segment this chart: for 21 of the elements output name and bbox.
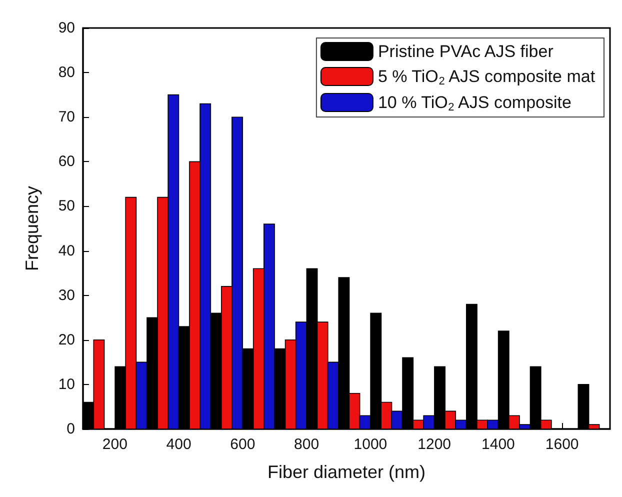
y-tick-label: 60 (58, 153, 75, 170)
x-tick-label: 600 (230, 436, 256, 453)
legend-label: Pristine PVAc AJS fiber (378, 42, 554, 61)
x-tick-label: 1000 (354, 436, 388, 453)
x-axis-title: Fiber diameter (nm) (267, 462, 426, 482)
y-tick-label: 50 (58, 198, 75, 215)
x-tick-label: 1200 (418, 436, 452, 453)
x-tick-label: 1400 (482, 436, 515, 453)
y-tick-label: 10 (58, 376, 75, 393)
y-tick-label: 30 (58, 286, 75, 304)
x-tick-label: 200 (102, 436, 128, 453)
y-tick-label: 0 (66, 420, 75, 438)
y-tick-label: 90 (58, 20, 75, 36)
y-tick-label: 40 (58, 242, 75, 260)
x-tick-label: 800 (294, 436, 320, 453)
y-axis-title: Frequency (22, 186, 42, 272)
y-tick-label: 20 (58, 331, 75, 348)
y-tick-label: 80 (58, 64, 75, 82)
x-tick-label: 400 (166, 436, 192, 453)
x-tick-label: 1600 (545, 436, 579, 453)
y-tick-label: 70 (58, 108, 75, 126)
